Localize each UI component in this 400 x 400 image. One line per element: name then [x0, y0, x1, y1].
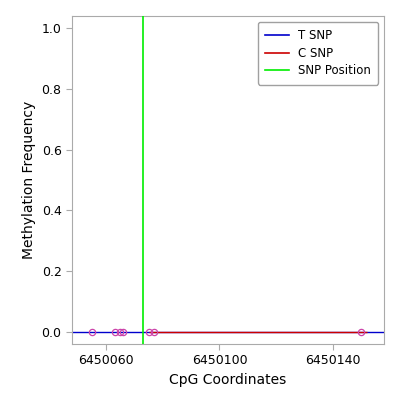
X-axis label: CpG Coordinates: CpG Coordinates — [169, 373, 287, 387]
Legend: T SNP, C SNP, SNP Position: T SNP, C SNP, SNP Position — [258, 22, 378, 84]
Y-axis label: Methylation Frequency: Methylation Frequency — [22, 101, 36, 259]
